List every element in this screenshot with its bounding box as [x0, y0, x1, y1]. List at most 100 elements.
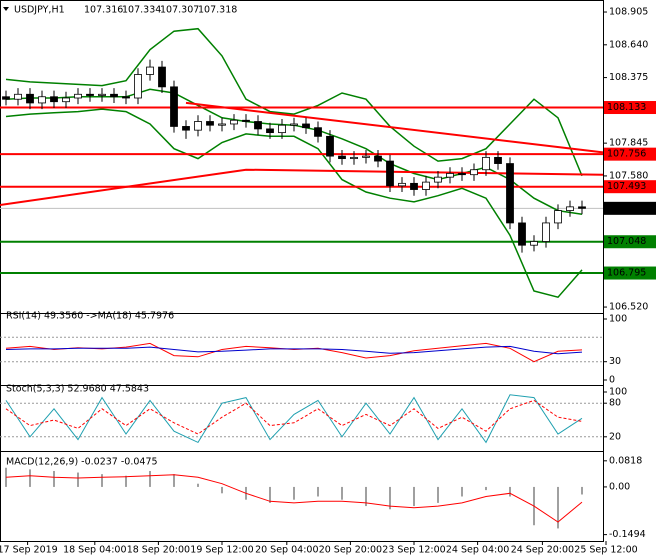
level-label: 108.133 — [607, 102, 646, 113]
header-value: 107.334 — [122, 5, 161, 16]
macd-bar — [317, 486, 319, 497]
level-label-box — [604, 147, 656, 161]
x-tick-label: 24 Sep 20:00 — [511, 545, 574, 556]
candle-body — [434, 176, 442, 183]
x-tick-label: 20 Sep 20:00 — [319, 545, 382, 556]
level-label: 107.756 — [607, 149, 646, 160]
macd-bar — [101, 474, 103, 487]
x-tick-label: 17 Sep 2019 — [0, 545, 58, 556]
candle-body — [530, 241, 538, 246]
y-tick-label: 30 — [609, 356, 621, 367]
candle-body — [494, 156, 502, 164]
y-tick-label: -0.1494 — [609, 529, 646, 540]
level-label-box — [604, 180, 656, 194]
x-tick-label: 18 Sep 04:00 — [63, 545, 126, 556]
macd-bar — [29, 469, 31, 487]
candle-body — [230, 119, 238, 125]
x-tick-label: 18 Sep 20:00 — [127, 545, 190, 556]
macd-bar — [437, 486, 439, 503]
candle-body — [506, 163, 514, 224]
level-label: 107.493 — [607, 181, 646, 192]
candle-body — [110, 93, 118, 98]
candle-body — [218, 123, 226, 126]
bollinger-lower — [5, 108, 583, 299]
candle-body — [278, 124, 286, 134]
macd-bar — [293, 486, 295, 500]
candle-body — [566, 206, 574, 211]
candle-body — [122, 96, 130, 99]
candle-body — [134, 74, 142, 99]
level-label-box — [604, 235, 656, 249]
candle-body — [158, 66, 166, 88]
level-label-box — [604, 101, 656, 115]
header-value: 107.307 — [160, 5, 199, 16]
level-label: 107.048 — [607, 236, 646, 247]
last-price-label: 107.318 — [607, 203, 646, 214]
candle-body — [398, 182, 406, 187]
candle-body — [386, 160, 394, 187]
macd-bar — [341, 486, 343, 500]
y-tick-label: 100 — [609, 387, 627, 398]
candle-body — [254, 121, 262, 130]
plot-frame — [0, 0, 604, 542]
macd-bar — [197, 483, 199, 487]
macd-bar — [509, 486, 511, 497]
y-tick-label: 0.0818 — [609, 455, 642, 466]
x-tick-label: 25 Sep 12:00 — [574, 545, 637, 556]
y-tick-label: 20 — [609, 431, 621, 442]
y-tick-label: 107.845 — [609, 138, 648, 149]
macd-bar — [461, 486, 463, 497]
candle-body — [422, 181, 430, 190]
indicator-line — [5, 345, 583, 355]
level-label: 106.795 — [607, 268, 646, 279]
candle-body — [374, 155, 382, 162]
y-tick-label: 108.905 — [609, 7, 648, 18]
macd-bar — [557, 486, 559, 529]
candle-body — [50, 96, 58, 103]
candle-body — [302, 123, 310, 129]
macd-bar — [413, 486, 415, 507]
last-price-box — [604, 201, 656, 215]
y-tick-label: 107.580 — [609, 170, 648, 181]
y-tick-label: 108.640 — [609, 39, 648, 50]
x-tick-label: 24 Sep 04:00 — [446, 545, 509, 556]
header-value: 107.316 — [84, 5, 123, 16]
macd-bar — [173, 474, 175, 487]
candle-body — [446, 173, 454, 178]
candle-body — [290, 123, 298, 126]
macd-bar — [365, 486, 367, 507]
level-label-box — [604, 266, 656, 280]
trend-line — [185, 101, 604, 154]
candle-body — [518, 222, 526, 246]
candle-body — [206, 121, 214, 126]
panel-title: Stoch(5,3,3) 52.9680 47.5843 — [6, 384, 149, 395]
candle-body — [62, 97, 70, 103]
candle-body — [170, 86, 178, 127]
candle-body — [74, 93, 82, 99]
macd-bar — [389, 486, 391, 510]
candle-body — [578, 206, 586, 209]
candle-body — [182, 126, 190, 131]
candle-body — [26, 93, 34, 104]
candle-body — [242, 119, 250, 122]
candle-body — [482, 156, 490, 171]
bollinger-upper — [5, 27, 583, 177]
macd-signal — [5, 474, 583, 523]
y-tick-label: 100 — [609, 314, 627, 325]
macd-bar — [5, 467, 7, 487]
macd-bar — [485, 486, 487, 491]
candle-body — [458, 173, 466, 176]
header-value: 107.318 — [198, 5, 237, 16]
macd-bar — [77, 472, 79, 487]
macd-bar — [221, 486, 223, 494]
candle-body — [362, 155, 370, 158]
indicator-line — [5, 342, 583, 363]
candle-body — [542, 222, 550, 242]
trend-line — [0, 168, 604, 206]
candle-body — [194, 121, 202, 131]
x-tick-label: 23 Sep 12:00 — [382, 545, 445, 556]
candle-body — [350, 156, 358, 160]
candle-body — [98, 93, 106, 96]
indicator-line — [5, 399, 583, 435]
